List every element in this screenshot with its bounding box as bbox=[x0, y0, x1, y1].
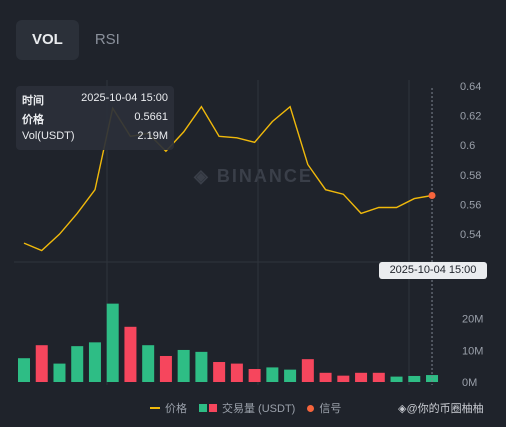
price-tick-label: 0.58 bbox=[460, 170, 481, 182]
binance-watermark: ◈ BINANCE bbox=[194, 166, 313, 187]
tab-rsi[interactable]: RSI bbox=[94, 31, 120, 48]
legend-volume-up-icon bbox=[199, 404, 207, 412]
tab-vol[interactable]: VOL bbox=[16, 20, 79, 60]
crosshair-tooltip: 时间 2025-10-04 15:00 价格 0.5661 Vol(USDT) … bbox=[16, 86, 174, 150]
volume-bar bbox=[195, 351, 208, 382]
legend-signal-dot-icon bbox=[307, 404, 315, 412]
volume-bar bbox=[319, 372, 332, 382]
tooltip-vol-label: Vol(USDT) bbox=[22, 130, 75, 142]
tooltip-vol-value: 2.19M bbox=[137, 130, 168, 142]
legend-volume-label: 交易量 (USDT) bbox=[222, 403, 296, 415]
crosshair-date-badge: 2025-10-04 15:00 bbox=[379, 262, 487, 279]
price-line bbox=[23, 105, 433, 252]
brand-diamond-icon: ◈ bbox=[398, 403, 407, 415]
tooltip-time-label: 时间 bbox=[22, 95, 44, 107]
volume-bar bbox=[88, 342, 101, 382]
volume-bar bbox=[53, 363, 66, 382]
tooltip-price-label: 价格 bbox=[22, 114, 44, 126]
chart-legend: 价格 交易量 (USDT) 信号 bbox=[150, 400, 341, 416]
legend-price[interactable]: 价格 bbox=[150, 400, 187, 416]
volume-bar bbox=[284, 369, 297, 382]
volume-bar bbox=[355, 372, 368, 382]
tooltip-vol-row: Vol(USDT) 2.19M bbox=[22, 130, 168, 142]
legend-price-label: 价格 bbox=[165, 403, 187, 415]
volume-tick-label: 20M bbox=[462, 314, 483, 326]
volume-bar bbox=[213, 362, 226, 382]
price-tick-label: 0.6 bbox=[460, 140, 475, 152]
volume-bar bbox=[159, 355, 172, 382]
tooltip-price-value: 0.5661 bbox=[134, 111, 168, 123]
author-credit-text: @你的币圈柚柚 bbox=[406, 403, 484, 415]
volume-bar bbox=[124, 326, 137, 382]
binance-logo-icon: ◈ bbox=[194, 166, 217, 186]
tooltip-time-value: 2025-10-04 15:00 bbox=[81, 92, 168, 104]
legend-price-line-icon bbox=[150, 407, 160, 409]
volume-bar bbox=[106, 303, 119, 382]
volume-bar bbox=[337, 375, 350, 382]
legend-volume-down-icon bbox=[209, 404, 217, 412]
price-tick-label: 0.54 bbox=[460, 229, 481, 241]
indicator-tabs: VOL RSI bbox=[16, 20, 136, 60]
price-tick-label: 0.56 bbox=[460, 200, 481, 212]
volume-bar bbox=[177, 349, 190, 382]
signal-dot bbox=[428, 192, 436, 200]
author-credit: ◈@你的币圈柚柚 bbox=[398, 400, 484, 416]
volume-bar bbox=[71, 346, 84, 382]
tooltip-price-row: 价格 0.5661 bbox=[22, 111, 168, 127]
volume-bar bbox=[266, 367, 279, 382]
watermark-text: BINANCE bbox=[216, 166, 313, 186]
volume-bar bbox=[230, 363, 243, 382]
legend-signal[interactable]: 信号 bbox=[307, 400, 341, 416]
tooltip-time-row: 时间 2025-10-04 15:00 bbox=[22, 92, 168, 108]
volume-bar bbox=[142, 345, 155, 382]
legend-signal-label: 信号 bbox=[319, 403, 342, 415]
volume-bar bbox=[426, 375, 439, 382]
volume-bar bbox=[390, 376, 403, 382]
volume-bar bbox=[408, 375, 421, 382]
price-tick-label: 0.64 bbox=[460, 81, 481, 93]
volume-bar bbox=[35, 345, 48, 382]
volume-tick-label: 10M bbox=[462, 345, 483, 357]
volume-bar bbox=[248, 368, 261, 382]
legend-volume[interactable]: 交易量 (USDT) bbox=[199, 400, 295, 416]
volume-bar bbox=[301, 359, 314, 382]
volume-bar bbox=[372, 372, 385, 382]
volume-tick-label: 0M bbox=[462, 377, 477, 389]
price-tick-label: 0.62 bbox=[460, 111, 481, 123]
volume-bar bbox=[18, 358, 30, 382]
